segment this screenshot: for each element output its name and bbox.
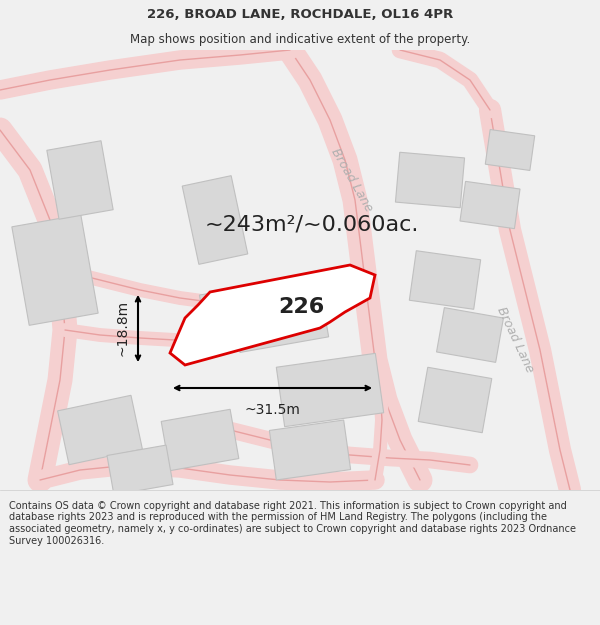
Polygon shape bbox=[437, 308, 503, 362]
Polygon shape bbox=[47, 141, 113, 219]
Polygon shape bbox=[485, 129, 535, 171]
Polygon shape bbox=[107, 445, 173, 495]
Text: 226: 226 bbox=[278, 297, 325, 317]
Polygon shape bbox=[182, 176, 248, 264]
Polygon shape bbox=[269, 420, 350, 480]
Text: ~243m²/~0.060ac.: ~243m²/~0.060ac. bbox=[205, 215, 419, 235]
Text: ~31.5m: ~31.5m bbox=[245, 403, 301, 417]
Text: Broad Lane: Broad Lane bbox=[494, 305, 536, 375]
Polygon shape bbox=[418, 368, 492, 432]
Polygon shape bbox=[58, 395, 142, 465]
Text: Broad Lane: Broad Lane bbox=[329, 146, 376, 214]
Polygon shape bbox=[12, 214, 98, 326]
Polygon shape bbox=[199, 286, 260, 334]
Text: ~18.8m: ~18.8m bbox=[116, 300, 130, 356]
Text: Contains OS data © Crown copyright and database right 2021. This information is : Contains OS data © Crown copyright and d… bbox=[9, 501, 576, 546]
Polygon shape bbox=[460, 181, 520, 229]
Text: Map shows position and indicative extent of the property.: Map shows position and indicative extent… bbox=[130, 32, 470, 46]
Polygon shape bbox=[409, 251, 481, 309]
Polygon shape bbox=[277, 353, 383, 427]
Polygon shape bbox=[395, 152, 464, 208]
Text: 226, BROAD LANE, ROCHDALE, OL16 4PR: 226, BROAD LANE, ROCHDALE, OL16 4PR bbox=[147, 8, 453, 21]
Polygon shape bbox=[232, 288, 329, 352]
Polygon shape bbox=[170, 265, 375, 365]
Polygon shape bbox=[161, 409, 239, 471]
